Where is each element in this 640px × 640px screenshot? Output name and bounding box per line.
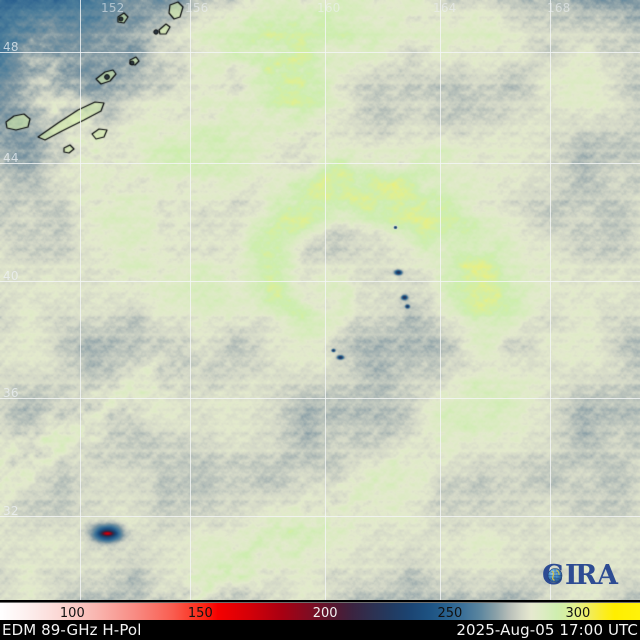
caption-bar: EDM 89-GHz H-Pol 2025-Aug-05 17:00 UTC — [0, 620, 640, 640]
colorbar-tick-200: 200 — [312, 606, 338, 621]
colorbar-tick-100: 100 — [59, 606, 85, 621]
brightness-temperature-colorbar[interactable]: 100 150 200 250 300 — [0, 602, 640, 622]
svg-text:A: A — [596, 560, 619, 591]
cira-logo: C I R A — [542, 560, 619, 591]
colorbar-tick-150: 150 — [187, 606, 213, 621]
colorbar-tick-250: 250 — [437, 606, 463, 621]
product-label: EDM 89-GHz H-Pol — [2, 621, 142, 639]
timestamp-label: 2025-Aug-05 17:00 UTC — [456, 621, 638, 639]
microwave-brightness-temperature-image[interactable] — [0, 0, 640, 600]
svg-text:I: I — [565, 560, 578, 591]
colorbar-tick-300: 300 — [565, 606, 591, 621]
svg-text:R: R — [575, 560, 598, 591]
